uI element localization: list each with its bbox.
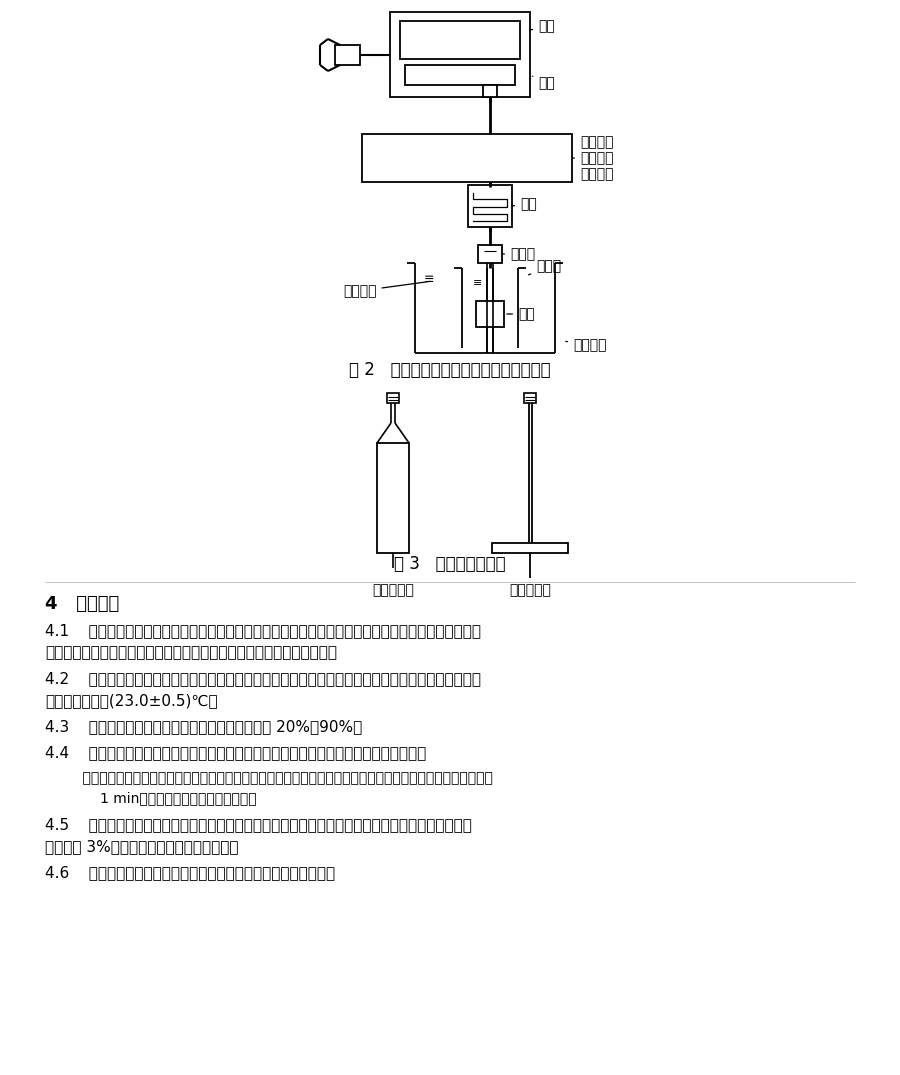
Bar xyxy=(476,301,504,327)
Text: 消除气泡。如样品易挥发或吸湿等，在恒温过程中要密封烧杯或盛样器。: 消除气泡。如样品易挥发或吸湿等，在恒温过程中要密封烧杯或盛样器。 xyxy=(45,645,337,660)
Bar xyxy=(492,543,568,553)
Bar xyxy=(468,185,512,227)
Text: 齿轮: 齿轮 xyxy=(533,76,554,90)
Text: 4   试验方法: 4 试验方法 xyxy=(45,594,119,613)
Text: 盛样容器: 盛样容器 xyxy=(566,338,607,352)
Text: 圆盘形转子: 圆盘形转子 xyxy=(509,583,551,597)
Text: 轴承: 轴承 xyxy=(512,197,536,211)
Text: 保护架: 保护架 xyxy=(528,259,561,275)
Text: 转子: 转子 xyxy=(507,307,535,321)
Text: 品温度应控制在(23.0±0.5)℃。: 品温度应控制在(23.0±0.5)℃。 xyxy=(45,693,218,708)
Text: 4.3    选择合适的转子及转速，使读数在最大量程的 20%～90%。: 4.3 选择合适的转子及转速，使读数在最大量程的 20%～90%。 xyxy=(45,719,362,734)
Bar xyxy=(483,85,497,97)
Text: 浸入标志: 浸入标志 xyxy=(343,282,430,298)
Bar xyxy=(390,12,530,97)
Text: 电机: 电机 xyxy=(530,19,554,33)
Text: 4.4    启动电机，根据单圆筒旋转黏度计制造商提供的说明书操作该设备，记录稳定读数。: 4.4 启动电机，根据单圆筒旋转黏度计制造商提供的说明书操作该设备，记录稳定读数… xyxy=(45,745,427,760)
Text: 图 3   转子结构示意图: 图 3 转子结构示意图 xyxy=(394,555,506,573)
Text: 1 min。每个样品只能用于一次测定。: 1 min。每个样品只能用于一次测定。 xyxy=(65,791,256,805)
Text: 4.1    在烧杯或盛样器内装满待测定的样品，确保不要引入气泡，如有必要，用抽真空或其他的合适方法: 4.1 在烧杯或盛样器内装满待测定的样品，确保不要引入气泡，如有必要，用抽真空或… xyxy=(45,624,481,637)
Bar xyxy=(478,245,502,263)
Bar xyxy=(387,393,399,403)
Bar xyxy=(405,64,515,85)
Bar xyxy=(335,45,360,64)
Text: 耦合器: 耦合器 xyxy=(502,247,536,261)
Text: 注：在测定某些胶黏剂的黏度时，仪器的黏度读数不能稳定，会缓慢地变化，需要在指定的时间读取黏度值，如: 注：在测定某些胶黏剂的黏度时，仪器的黏度读数不能稳定，会缓慢地变化，需要在指定的… xyxy=(65,771,493,785)
Text: 4.6    测定完毕，将转子从仪器上拆下用合适的溶剂小心清洗干净。: 4.6 测定完毕，将转子从仪器上拆下用合适的溶剂小心清洗干净。 xyxy=(45,865,335,880)
Text: ≡: ≡ xyxy=(424,272,434,286)
Bar xyxy=(377,443,409,553)
Text: 4.2    将准备好样品的烧杯或盛样器放入恒温浴中，确保时间充分以达到规定的温度，若无特别说明，样: 4.2 将准备好样品的烧杯或盛样器放入恒温浴中，确保时间充分以达到规定的温度，若… xyxy=(45,671,481,686)
Text: 4.5    停止电机，等到转子停止后再次开启电机做第二次测定，直到连续两次测定数值相对平均值的偏: 4.5 停止电机，等到转子停止后再次开启电机做第二次测定，直到连续两次测定数值相… xyxy=(45,817,472,832)
Bar xyxy=(524,393,536,403)
Bar xyxy=(362,134,572,182)
Text: 差不大于 3%，结果取两次测定值的平均数。: 差不大于 3%，结果取两次测定值的平均数。 xyxy=(45,838,239,854)
Text: 光电转换
微机处理
数据显示: 光电转换 微机处理 数据显示 xyxy=(572,134,614,182)
Text: 圆柱形转子: 圆柱形转子 xyxy=(372,583,414,597)
Text: 图 2   数显式单圆筒旋转黏度计原理示意图: 图 2 数显式单圆筒旋转黏度计原理示意图 xyxy=(349,361,551,379)
Text: ≡: ≡ xyxy=(473,278,482,288)
Bar xyxy=(400,22,520,59)
